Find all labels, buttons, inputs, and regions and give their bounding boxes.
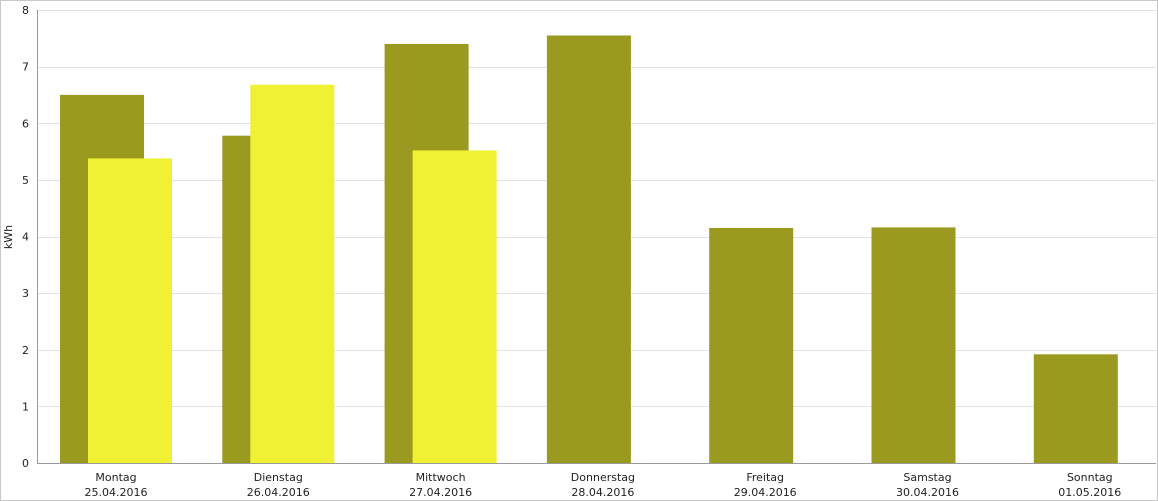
- x-tick-label-date: 27.04.2016: [409, 486, 472, 499]
- x-tick-label-day: Samstag: [903, 471, 951, 484]
- x-tick-label-date: 01.05.2016: [1058, 486, 1121, 499]
- y-tick-label: 6: [22, 117, 29, 130]
- x-tick-label-day: Dienstag: [254, 471, 303, 484]
- y-tick-label: 5: [22, 174, 29, 187]
- y-tick-label: 8: [22, 4, 29, 17]
- bar-series-2-2: [412, 150, 497, 463]
- bar-series-1-5: [871, 227, 956, 463]
- x-tick-label-day: Freitag: [746, 471, 784, 484]
- x-tick-label-date: 25.04.2016: [85, 486, 148, 499]
- bar-series-1-6: [1033, 354, 1118, 463]
- bars: [60, 35, 1118, 464]
- bar-series-2-1: [250, 84, 335, 463]
- y-tick-label: 3: [22, 287, 29, 300]
- x-tick-labels: Montag 25.04.2016 Dienstag 26.04.2016 Mittwo…: [85, 471, 1122, 499]
- y-tick-label: 2: [22, 344, 29, 357]
- y-tick-label: 4: [22, 231, 29, 244]
- y-tick-label: 7: [22, 61, 29, 74]
- y-tick-label: 1: [22, 400, 29, 413]
- y-tick-label: 0: [22, 457, 29, 470]
- bar-series-1-4: [709, 228, 794, 463]
- bar-series-1-3: [546, 35, 631, 463]
- x-tick-label-date: 30.04.2016: [896, 486, 959, 499]
- x-tick-label-day: Mittwoch: [416, 471, 466, 484]
- y-axis-title: kWh: [2, 225, 15, 249]
- x-tick-label-day: Donnerstag: [571, 471, 635, 484]
- y-tick-labels: 0 1 2 3 4 5 6 7 8: [22, 4, 29, 470]
- bar-series-2-0: [88, 158, 172, 463]
- x-tick-label-date: 26.04.2016: [247, 486, 310, 499]
- x-tick-label-date: 29.04.2016: [734, 486, 797, 499]
- x-tick-label-date: 28.04.2016: [571, 486, 634, 499]
- axes: [37, 10, 1156, 464]
- x-tick-label-day: Sonntag: [1067, 471, 1113, 484]
- x-tick-label-day: Montag: [95, 471, 136, 484]
